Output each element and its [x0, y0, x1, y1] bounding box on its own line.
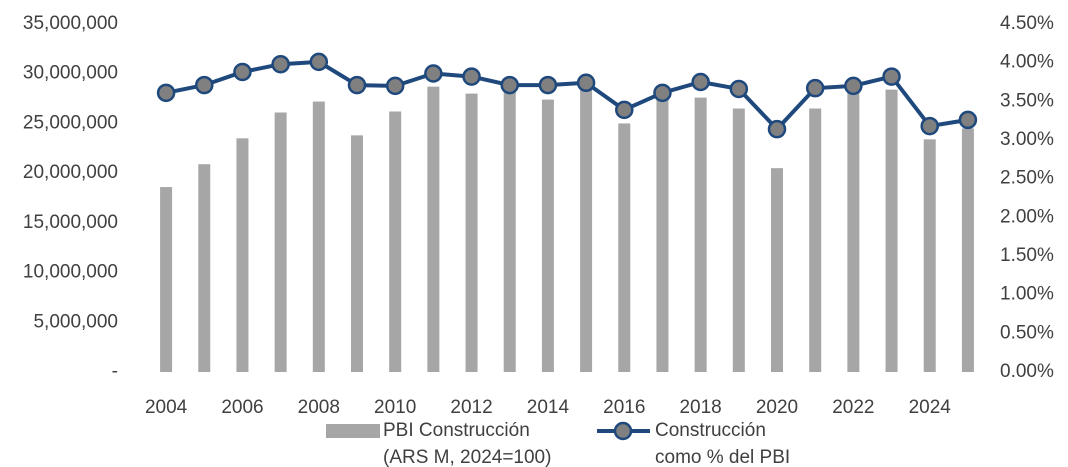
y-tick-label: 25,000,000	[23, 112, 118, 133]
marker	[424, 64, 443, 83]
marker	[844, 76, 863, 96]
y-tick-label: -	[112, 361, 118, 382]
bar	[312, 101, 325, 372]
x-tick-label: 2024	[909, 397, 952, 418]
marker	[195, 75, 214, 95]
y2-tick-label: 2.00%	[1000, 206, 1054, 227]
bar	[389, 111, 402, 373]
marker	[233, 62, 252, 82]
y-tick-label: 5,000,000	[33, 311, 118, 332]
marker	[271, 54, 290, 74]
bar	[427, 86, 440, 372]
bar	[541, 99, 554, 373]
y2-tick-label: 1.00%	[1000, 284, 1054, 305]
bar	[923, 139, 936, 372]
marker	[958, 110, 978, 130]
marker	[653, 83, 672, 103]
bar	[503, 88, 516, 372]
line	[165, 59, 969, 132]
legend-swatch-marker	[613, 421, 633, 441]
marker	[347, 75, 367, 95]
legend-label: Construcción como % del PBI	[655, 420, 791, 467]
bar	[198, 164, 211, 372]
x-tick-label: 2006	[221, 397, 263, 418]
marker	[156, 83, 176, 103]
marker	[462, 67, 481, 86]
marker	[309, 52, 329, 72]
y2-tick-label: 1.50%	[1000, 245, 1054, 266]
bar	[847, 89, 860, 372]
y-tick-label: 20,000,000	[23, 162, 118, 183]
y2-tick-label: 4.00%	[1000, 52, 1054, 73]
bar	[694, 97, 707, 372]
bar	[160, 187, 173, 372]
bar	[771, 168, 783, 372]
x-tick-label: 2022	[832, 397, 874, 418]
y2-tick-label: 4.50%	[1000, 13, 1054, 34]
marker	[385, 76, 405, 96]
y2-tick-label: 0.00%	[1000, 361, 1054, 382]
bar	[961, 128, 974, 372]
marker	[882, 67, 901, 86]
legend-swatch-bar	[326, 424, 380, 438]
x-tick-label: 2020	[756, 397, 798, 418]
marker	[576, 73, 596, 93]
marker	[538, 75, 558, 95]
y2-tick-label: 3.50%	[1000, 90, 1054, 111]
marker	[767, 119, 787, 139]
y-tick-label: 35,000,000	[23, 13, 118, 34]
marker	[920, 116, 939, 136]
bar	[274, 112, 287, 373]
y-tick-label: 30,000,000	[23, 63, 118, 84]
x-tick-label: 2012	[450, 397, 492, 418]
y2-tick-label: 3.00%	[1000, 129, 1054, 150]
x-tick-label: 2008	[298, 397, 340, 418]
x-tick-label: 2018	[679, 397, 721, 418]
marker	[691, 72, 710, 92]
x-tick-label: 2004	[145, 397, 188, 418]
bar	[885, 89, 898, 372]
bar	[465, 93, 478, 372]
bar	[618, 123, 631, 372]
y-tick-label: 15,000,000	[23, 212, 118, 233]
bar	[351, 135, 363, 372]
y-tick-label: 10,000,000	[23, 262, 118, 283]
x-tick-label: 2010	[374, 397, 416, 418]
y2-tick-label: 2.50%	[1000, 168, 1054, 189]
bar	[656, 99, 669, 373]
x-tick-label: 2016	[603, 397, 645, 418]
y2-tick-label: 0.50%	[1000, 322, 1054, 343]
legend-label: PBI Construcción (ARS M, 2024=100)	[383, 420, 552, 467]
marker	[805, 78, 825, 98]
x-tick-label: 2014	[527, 397, 570, 418]
bar	[236, 138, 249, 372]
marker	[615, 100, 634, 120]
bar	[809, 108, 822, 372]
bar	[580, 86, 593, 372]
bar	[732, 108, 745, 372]
marker	[500, 75, 519, 95]
marker	[729, 79, 749, 99]
